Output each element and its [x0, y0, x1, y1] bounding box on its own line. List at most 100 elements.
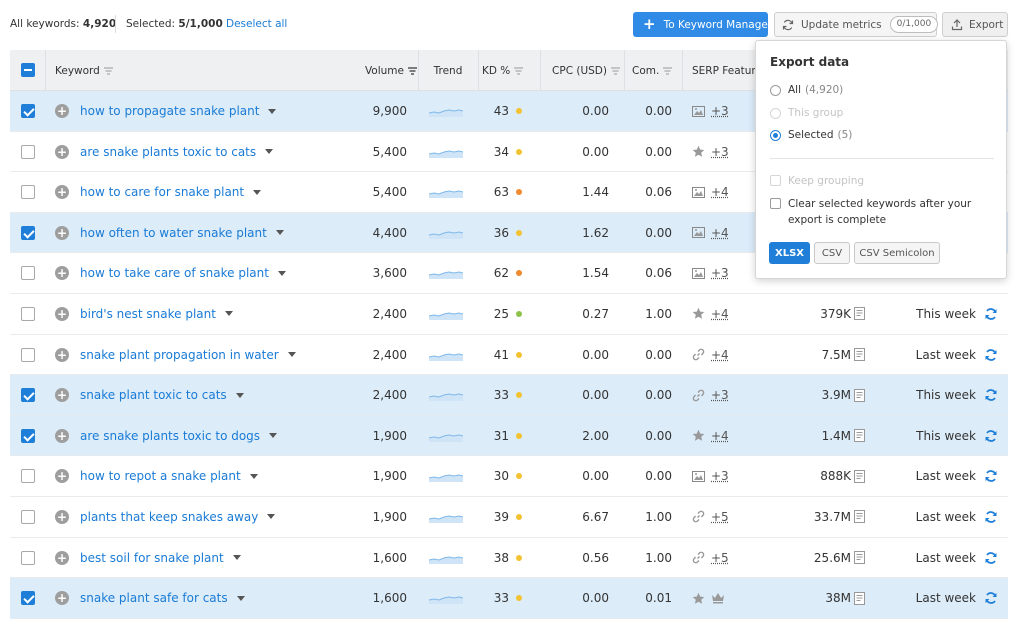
keyword-link[interactable]: plants that keep snakes away	[80, 497, 276, 537]
row-checkbox[interactable]	[21, 469, 35, 484]
serp-more-link[interactable]: +3	[711, 144, 729, 159]
serp-document-icon[interactable]	[854, 348, 865, 362]
caret-down-icon[interactable]	[287, 352, 296, 358]
keyword-link[interactable]: snake plant toxic to cats	[80, 375, 244, 415]
keyword-link[interactable]: how to repot a snake plant	[80, 456, 258, 496]
add-to-list-icon[interactable]: +	[55, 144, 69, 159]
serp-more-link[interactable]: +4	[711, 185, 729, 200]
keyword-link[interactable]: snake plant propagation in water	[80, 335, 296, 375]
refresh-icon[interactable]	[984, 469, 998, 483]
deselect-all-link[interactable]: Deselect all	[226, 18, 288, 30]
serp-more-link[interactable]: +4	[711, 225, 729, 240]
serp-more-link[interactable]: +5	[711, 550, 729, 565]
caret-down-icon[interactable]	[277, 270, 286, 276]
add-to-list-icon[interactable]: +	[55, 266, 69, 281]
caret-down-icon[interactable]	[275, 230, 284, 236]
serp-document-icon[interactable]	[854, 388, 865, 402]
column-header-keyword[interactable]: Keyword	[55, 50, 113, 91]
serp-document-icon[interactable]	[854, 307, 865, 321]
serp-more-link[interactable]: +5	[711, 509, 729, 524]
keyword-link[interactable]: bird's nest snake plant	[80, 294, 233, 334]
caret-down-icon[interactable]	[268, 108, 277, 114]
caret-down-icon[interactable]	[269, 433, 278, 439]
row-checkbox[interactable]	[21, 347, 35, 362]
row-checkbox[interactable]	[21, 428, 35, 443]
serp-document-icon[interactable]	[854, 591, 865, 605]
add-to-list-icon[interactable]: +	[55, 306, 69, 321]
caret-down-icon[interactable]	[265, 149, 274, 155]
add-to-list-icon[interactable]: +	[55, 469, 69, 484]
refresh-icon[interactable]	[984, 388, 998, 402]
serp-more-link[interactable]: +4	[711, 428, 729, 443]
add-to-list-icon[interactable]: +	[55, 428, 69, 443]
caret-down-icon[interactable]	[253, 189, 262, 195]
serp-document-icon[interactable]	[854, 469, 865, 483]
row-checkbox[interactable]	[21, 266, 35, 281]
column-header-trend: Trend	[418, 50, 478, 91]
serp-more-link[interactable]: +3	[711, 469, 729, 484]
format-csv-semicolon-button[interactable]: CSV Semicolon	[854, 242, 940, 264]
keyword-link[interactable]: how often to water snake plant	[80, 213, 284, 253]
row-checkbox[interactable]	[21, 144, 35, 159]
row-checkbox[interactable]	[21, 306, 35, 321]
keyword-link[interactable]: are snake plants toxic to cats	[80, 132, 274, 172]
row-checkbox[interactable]	[21, 185, 35, 200]
serp-more-link[interactable]: +4	[711, 347, 729, 362]
caret-down-icon[interactable]	[232, 555, 241, 561]
to-keyword-manager-button[interactable]: + To Keyword Manager	[633, 12, 772, 37]
column-header-cpc[interactable]: CPC (USD)	[540, 50, 620, 91]
serp-more-link[interactable]: +3	[711, 266, 729, 281]
caret-down-icon[interactable]	[267, 514, 276, 520]
row-checkbox[interactable]	[21, 225, 35, 240]
keyword-link[interactable]: are snake plants toxic to dogs	[80, 416, 278, 456]
results-text: 33.7M	[813, 509, 851, 524]
serp-more-link[interactable]: +3	[711, 388, 729, 403]
select-all-checkbox[interactable]	[21, 63, 35, 77]
refresh-icon[interactable]	[984, 591, 998, 605]
add-to-list-icon[interactable]: +	[55, 509, 69, 524]
row-checkbox[interactable]	[21, 104, 35, 118]
radio-button[interactable]	[770, 84, 781, 96]
add-to-list-icon[interactable]: +	[55, 225, 69, 240]
export-option-selected[interactable]: Selected (5)	[770, 129, 852, 141]
refresh-icon[interactable]	[984, 429, 998, 443]
keyword-link[interactable]: how to take care of snake plant	[80, 253, 286, 293]
keyword-link[interactable]: how to propagate snake plant	[80, 91, 277, 131]
caret-down-icon[interactable]	[224, 311, 233, 317]
row-checkbox[interactable]	[21, 550, 35, 565]
keyword-link[interactable]: snake plant safe for cats	[80, 578, 245, 618]
serp-document-icon[interactable]	[854, 551, 865, 565]
serp-more-link[interactable]: +3	[711, 104, 729, 118]
radio-button-checked[interactable]	[770, 129, 781, 141]
clear-selected-checkbox[interactable]: Clear selected keywords after your expor…	[770, 196, 996, 228]
add-to-list-icon[interactable]: +	[55, 185, 69, 200]
format-xlsx-button[interactable]: XLSX	[769, 242, 810, 264]
refresh-icon[interactable]	[984, 551, 998, 565]
caret-down-icon[interactable]	[249, 473, 258, 479]
serp-more-link[interactable]: +4	[711, 306, 729, 321]
add-to-list-icon[interactable]: +	[55, 591, 69, 606]
format-csv-button[interactable]: CSV	[814, 242, 850, 264]
keyword-link[interactable]: how to care for snake plant	[80, 172, 262, 212]
keyword-link[interactable]: best soil for snake plant	[80, 538, 241, 578]
column-header-kd[interactable]: KD %	[482, 50, 524, 91]
caret-down-icon[interactable]	[236, 595, 245, 601]
refresh-icon[interactable]	[984, 510, 998, 524]
row-checkbox[interactable]	[21, 591, 35, 606]
refresh-icon[interactable]	[984, 307, 998, 321]
serp-document-icon[interactable]	[854, 429, 865, 443]
column-header-com[interactable]: Com.	[632, 50, 673, 91]
export-option-all[interactable]: All (4,920)	[770, 84, 843, 96]
add-to-list-icon[interactable]: +	[55, 550, 69, 565]
serp-document-icon[interactable]	[854, 510, 865, 524]
row-checkbox[interactable]	[21, 509, 35, 524]
caret-down-icon[interactable]	[235, 392, 244, 398]
row-checkbox[interactable]	[21, 388, 35, 403]
add-to-list-icon[interactable]: +	[55, 104, 69, 118]
add-to-list-icon[interactable]: +	[55, 388, 69, 403]
update-metrics-button[interactable]: Update metrics 0/1,000	[774, 12, 939, 37]
column-header-volume[interactable]: Volume	[330, 50, 417, 91]
add-to-list-icon[interactable]: +	[55, 347, 69, 362]
export-button[interactable]: Export	[942, 12, 1008, 37]
refresh-icon[interactable]	[984, 348, 998, 362]
